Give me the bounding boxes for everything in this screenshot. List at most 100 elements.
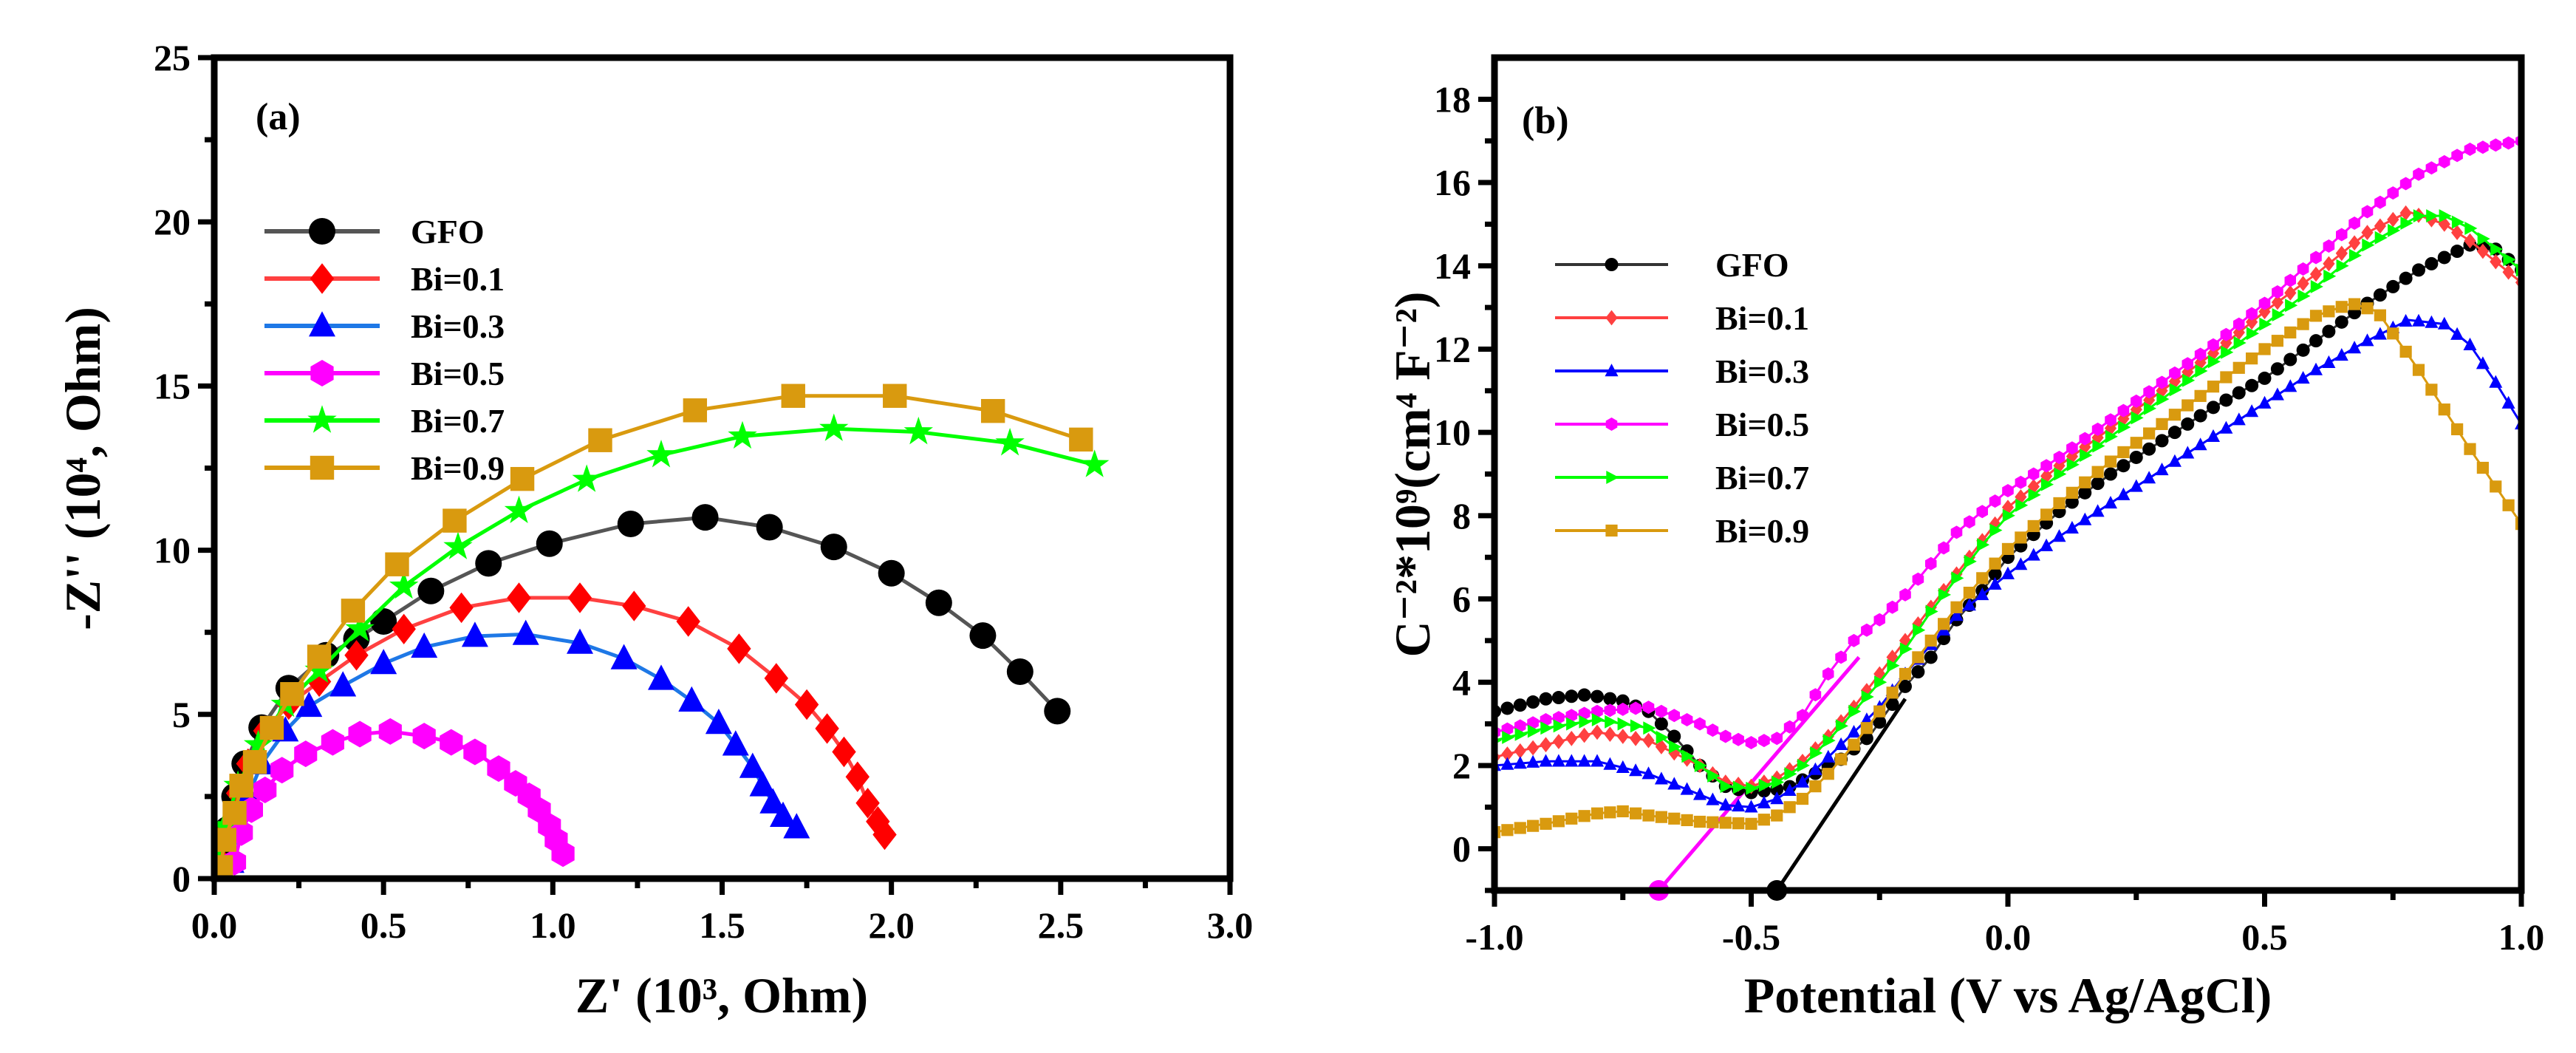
data-point-bi-0-9 (2027, 519, 2040, 533)
data-point-bi-0-9 (1899, 667, 1912, 681)
data-point-bi-0-9 (510, 466, 535, 491)
data-point-bi-0-1 (1540, 737, 1552, 753)
data-point-bi-0-3 (2001, 566, 2015, 579)
data-point-bi-0-3 (1693, 787, 1706, 800)
data-point-bi-0-9 (2297, 318, 2309, 330)
data-point-bi-0-5 (294, 740, 318, 768)
data-point-bi-0-1 (1501, 746, 1514, 762)
data-point-bi-0-3 (1718, 797, 1732, 811)
data-point-bi-0-1 (1578, 727, 1591, 743)
data-point-gfo (1616, 694, 1630, 708)
fit-line-gfo (1775, 698, 1907, 892)
data-point-bi-0-5 (253, 777, 277, 803)
data-point-bi-0-9 (1938, 618, 1950, 630)
data-point-bi-0-3 (1591, 754, 1604, 767)
data-point-gfo (2258, 371, 2272, 385)
data-point-bi-0-3 (2117, 487, 2131, 500)
data-point-bi-0-3 (461, 621, 488, 647)
data-point-gfo (2322, 324, 2336, 338)
data-point-bi-0-9 (2001, 542, 2015, 556)
data-point-bi-0-7 (2259, 317, 2272, 331)
data-point-bi-0-7 (2374, 231, 2388, 245)
data-point-bi-0-5 (2246, 307, 2258, 321)
data-point-bi-0-9 (1783, 801, 1796, 814)
data-point-bi-0-3 (1629, 763, 1643, 777)
data-point-bi-0-1 (2464, 233, 2476, 249)
data-point-bi-0-5 (2105, 413, 2117, 427)
data-point-bi-0-3 (1808, 762, 1822, 775)
data-point-bi-0-3 (567, 628, 593, 654)
data-point-bi-0-9 (1732, 817, 1745, 830)
data-point-bi-0-7 (728, 420, 757, 449)
data-point-bi-0-7 (1989, 523, 2003, 537)
data-point-bi-0-9 (214, 828, 236, 852)
data-point-bi-0-7 (1591, 713, 1605, 726)
data-point-bi-0-1 (727, 633, 751, 664)
data-point-bi-0-1 (2374, 218, 2386, 234)
data-point-bi-0-1 (1796, 754, 1809, 769)
data-point-bi-0-1 (2027, 479, 2040, 494)
data-point-gfo (2167, 426, 2182, 440)
legend-item-bi-0-7: Bi=0.7 (264, 402, 505, 440)
data-point-gfo (1885, 698, 1899, 712)
data-point-bi-0-5 (1925, 556, 1937, 570)
data-point-bi-0-9 (781, 384, 805, 408)
panel-b-plot-area (1494, 134, 2521, 901)
panel-b-x-tick-label: -1.0 (1465, 916, 1523, 958)
legend-label: Bi=0.3 (1715, 352, 1809, 390)
data-point-bi-0-7 (1913, 623, 1926, 637)
data-point-bi-0-3 (411, 632, 438, 658)
data-point-bi-0-3 (739, 752, 766, 778)
data-point-bi-0-1 (2502, 264, 2515, 280)
data-point-bi-0-9 (2387, 327, 2399, 340)
data-point-bi-0-7 (2169, 383, 2182, 397)
panel-b-x-tick-label: 1.0 (2498, 916, 2545, 958)
data-point-bi-0-9 (1822, 768, 1834, 780)
legend-item-bi-0-1: Bi=0.1 (264, 260, 505, 298)
data-point-bi-0-9 (2168, 409, 2181, 421)
data-point-bi-0-3 (1834, 737, 1848, 750)
data-point-bi-0-5 (2169, 366, 2181, 380)
data-point-bi-0-9 (1809, 780, 1822, 793)
data-point-bi-0-3 (1706, 792, 1720, 805)
data-point-bi-0-5 (1630, 701, 1641, 715)
data-point-gfo (2142, 442, 2156, 456)
data-point-bi-0-3 (2425, 315, 2439, 328)
data-point-bi-0-5 (2439, 154, 2450, 168)
data-point-gfo (2193, 409, 2207, 423)
data-point-bi-0-3 (2373, 327, 2387, 340)
data-point-bi-0-7 (903, 416, 933, 445)
data-point-bi-0-9 (2079, 476, 2091, 488)
panel-b-y-tick-label: 18 (1434, 78, 1471, 120)
data-point-bi-0-3 (512, 619, 539, 645)
data-point-bi-0-9 (1527, 819, 1540, 832)
panel-b-x-tick-label: -0.5 (1722, 916, 1780, 958)
data-point-bi-0-5 (1668, 709, 1680, 723)
data-point-bi-0-1 (764, 663, 788, 694)
data-point-bi-0-5 (1964, 515, 1975, 529)
panel-a-x-axis-label: Z' (10³, Ohm) (575, 967, 868, 1023)
panel-a-legend: GFO Bi=0.1 Bi=0.3 Bi=0.5 Bi=0.7 Bi=0.9 (264, 213, 505, 487)
data-point-bi-0-9 (2451, 423, 2464, 436)
data-point-gfo (1526, 695, 1540, 709)
data-point-bi-0-9 (385, 552, 409, 576)
data-point-bi-0-3 (1732, 799, 1746, 812)
data-point-bi-0-3 (370, 649, 397, 675)
data-point-gfo (1591, 689, 1604, 703)
data-point-bi-0-7 (1772, 775, 1785, 789)
data-point-bi-0-5 (2323, 239, 2335, 253)
panel-a-x-tick-label: 3.0 (1207, 904, 1254, 946)
data-point-bi-0-9 (1924, 634, 1937, 647)
data-point-bi-0-9 (229, 774, 253, 798)
data-point-bi-0-9 (2323, 305, 2335, 318)
data-point-bi-0-5 (1771, 732, 1783, 746)
data-point-bi-0-3 (2296, 371, 2310, 384)
data-point-bi-0-5 (2413, 167, 2425, 181)
data-point-bi-0-7 (2221, 345, 2234, 359)
data-point-bi-0-1 (676, 606, 700, 637)
data-point-bi-0-5 (2387, 186, 2399, 200)
data-point-bi-0-5 (1950, 525, 1963, 539)
data-point-bi-0-5 (1861, 623, 1873, 637)
legend-item-gfo: GFO (1555, 246, 1789, 284)
data-point-bi-0-1 (622, 590, 646, 621)
